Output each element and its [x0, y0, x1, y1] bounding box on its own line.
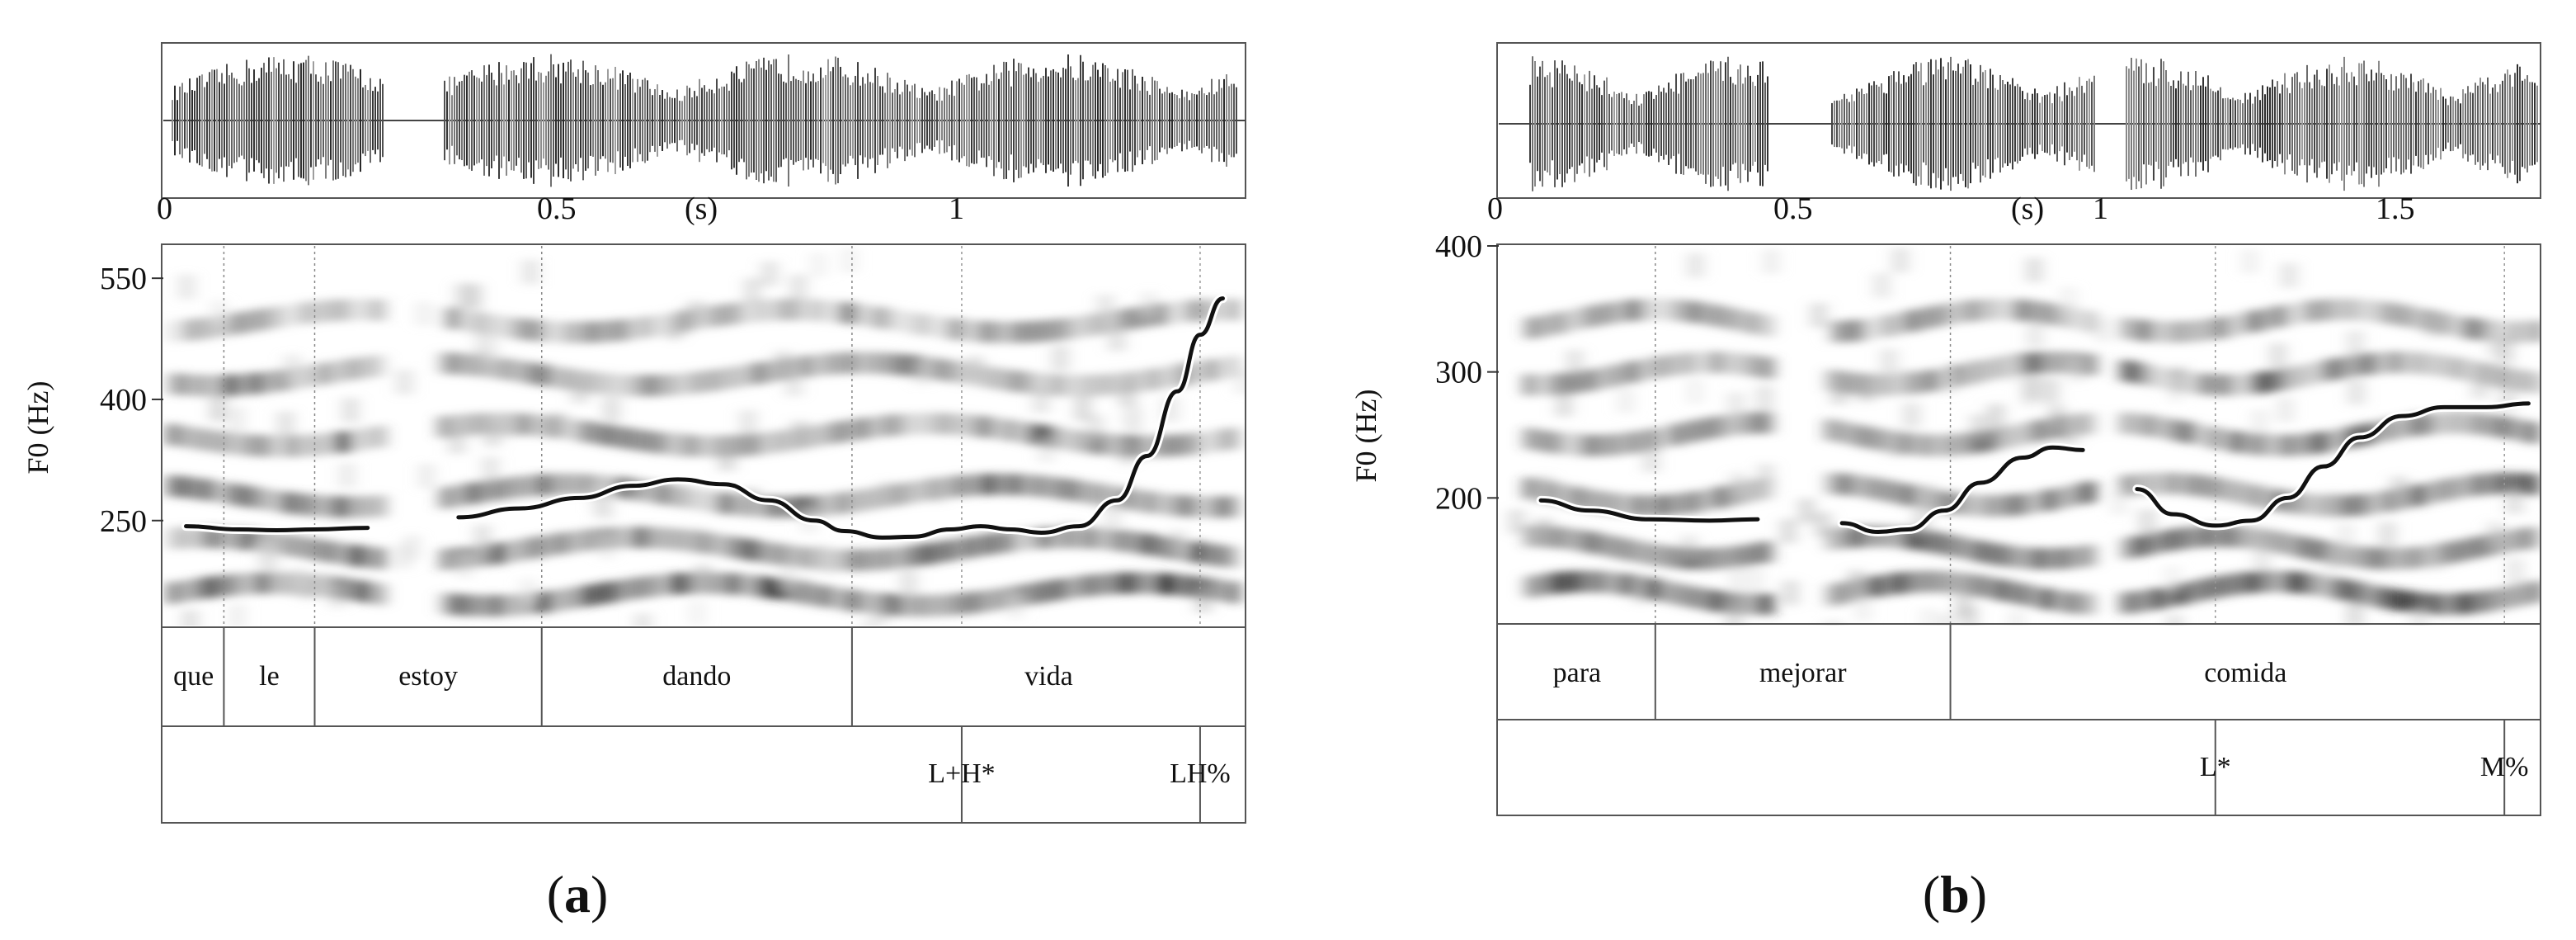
word-label: mejorar — [1759, 658, 1847, 688]
time-tick-1: 1 — [2093, 191, 2108, 226]
y-tick-label: 250 — [100, 504, 147, 539]
y-tick-label: 300 — [1435, 356, 1482, 390]
text-grid — [161, 626, 1246, 824]
f0-line — [184, 524, 370, 533]
time-unit-label: (s) — [2011, 191, 2044, 226]
time-tick-0: 0 — [1487, 191, 1503, 226]
word-label: vida — [1024, 661, 1073, 692]
time-tick-0: 0 — [157, 191, 172, 226]
panel-a: 0 0.5 (s) 1 250 400 550 F0 (Hz) que le estoy… — [21, 42, 1246, 923]
tone-label: LH% — [1170, 758, 1231, 789]
tone-tier: L+H* LH% — [928, 726, 1231, 823]
y-axis: 250 400 550 — [100, 262, 163, 539]
time-axis: 0 0.5 (s) 1 1.5 — [1487, 191, 2415, 226]
time-tick-1: 1 — [949, 191, 964, 226]
waveform — [1499, 56, 2541, 191]
time-axis: 0 0.5 (s) 1 — [157, 191, 964, 226]
y-tick-label: 200 — [1435, 481, 1482, 516]
word-label: le — [259, 661, 280, 692]
y-tick-label: 550 — [100, 262, 147, 296]
y-tick-label: 400 — [100, 383, 147, 418]
word-tier: para mejorar comida — [1553, 624, 2286, 720]
time-tick-0-5: 0.5 — [1773, 191, 1813, 226]
y-axis-label: F0 (Hz) — [21, 381, 54, 475]
tone-tier: L* M% — [2200, 720, 2529, 815]
y-tick-label: 400 — [1435, 229, 1482, 264]
f0-line — [1839, 445, 2085, 535]
word-label: para — [1553, 658, 1602, 688]
word-label: comida — [2204, 658, 2286, 688]
word-label: que — [173, 661, 214, 692]
time-unit-label: (s) — [685, 191, 718, 226]
y-axis-label: F0 (Hz) — [1349, 390, 1382, 483]
time-tick-0-5: 0.5 — [537, 191, 577, 226]
waveform — [163, 54, 1246, 187]
f0-line — [1538, 498, 1760, 523]
tone-label: M% — [2480, 752, 2529, 782]
word-tier: que le estoy dando vida — [173, 627, 1073, 726]
panel-label-a: (a) — [547, 865, 609, 923]
f0-line — [2135, 401, 2531, 528]
panel-b: 0 0.5 (s) 1 1.5 200 300 400 F0 (Hz) para me… — [1349, 42, 2541, 923]
tone-label: L+H* — [928, 758, 996, 789]
word-label: dando — [662, 661, 731, 692]
y-axis: 200 300 400 — [1435, 229, 1499, 516]
spectrogram — [1499, 246, 2541, 626]
tone-label: L* — [2200, 752, 2231, 782]
word-label: estoy — [398, 661, 458, 692]
spectrogram — [163, 246, 1246, 626]
panel-label-b: (b) — [1923, 865, 1987, 923]
f0-contour — [1536, 399, 2533, 537]
f0-contour — [181, 294, 1227, 542]
f0-line — [456, 296, 1225, 540]
time-tick-1-5: 1.5 — [2376, 191, 2415, 226]
